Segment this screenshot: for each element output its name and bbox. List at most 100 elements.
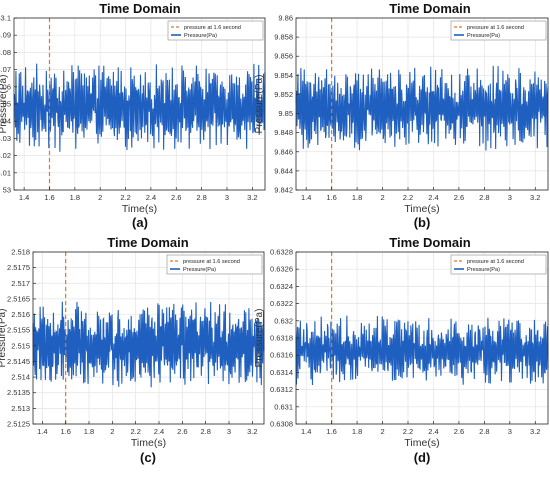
x-axis-label-3: Time(s) bbox=[404, 437, 439, 449]
y-tick-label-2-7: 2.516 bbox=[11, 310, 30, 319]
y-tick-label-3-6: 0.632 bbox=[274, 316, 293, 325]
y-tick-label-2-2: 2.5135 bbox=[7, 388, 30, 397]
x-tick-label-1-4: 2.2 bbox=[403, 193, 413, 202]
legend-label-series-2: Pressure(Pa) bbox=[183, 267, 216, 273]
y-tick-label-3-5: 0.6318 bbox=[270, 334, 293, 343]
x-tick-label-2-5: 2.4 bbox=[154, 427, 164, 436]
x-tick-label-0-7: 2.8 bbox=[196, 193, 206, 202]
x-tick-label-3-5: 2.4 bbox=[428, 427, 438, 436]
y-tick-label-3-3: 0.6314 bbox=[270, 368, 293, 377]
x-tick-label-1-1: 1.6 bbox=[326, 193, 336, 202]
y-tick-label-0-1: 53.01 bbox=[0, 168, 11, 177]
y-tick-label-0-5: 53.05 bbox=[0, 100, 11, 109]
y-tick-label-3-2: 0.6312 bbox=[270, 385, 293, 394]
y-tick-label-0-4: 53.04 bbox=[0, 117, 11, 126]
panel-label-2: (c) bbox=[140, 450, 156, 465]
legend-label-marker-1: pressure at 1.6 second bbox=[467, 25, 524, 31]
y-tick-label-1-6: 9.854 bbox=[274, 71, 293, 80]
y-tick-label-0-3: 53.03 bbox=[0, 134, 11, 143]
y-tick-label-1-9: 9.86 bbox=[278, 14, 293, 23]
x-tick-label-0-0: 1.4 bbox=[19, 193, 29, 202]
x-tick-label-2-7: 2.8 bbox=[200, 427, 210, 436]
y-tick-label-2-9: 2.517 bbox=[11, 279, 30, 288]
x-tick-label-2-4: 2.2 bbox=[130, 427, 140, 436]
legend-label-marker-3: pressure at 1.6 second bbox=[467, 259, 524, 265]
chart-title-3: Time Domain bbox=[389, 235, 470, 250]
x-tick-label-3-9: 3.2 bbox=[530, 427, 540, 436]
chart-title-2: Time Domain bbox=[107, 235, 188, 250]
y-tick-label-2-4: 2.5145 bbox=[7, 357, 30, 366]
y-tick-label-3-8: 0.6324 bbox=[270, 282, 293, 291]
x-tick-label-0-3: 2 bbox=[98, 193, 102, 202]
x-tick-label-3-1: 1.6 bbox=[326, 427, 336, 436]
y-tick-label-2-6: 2.5155 bbox=[7, 326, 30, 335]
legend-label-series-1: Pressure(Pa) bbox=[467, 33, 500, 39]
x-tick-label-1-9: 3.2 bbox=[530, 193, 540, 202]
y-tick-label-2-0: 2.5125 bbox=[7, 420, 30, 429]
y-tick-label-1-4: 9.85 bbox=[278, 109, 293, 118]
x-tick-label-1-8: 3 bbox=[508, 193, 512, 202]
y-axis-label-1: Pressure(Pa) bbox=[254, 75, 265, 134]
y-tick-label-0-7: 53.07 bbox=[0, 65, 11, 74]
y-tick-label-1-5: 9.852 bbox=[274, 90, 293, 99]
legend-label-series-0: Pressure(Pa) bbox=[184, 33, 217, 39]
y-tick-label-1-8: 9.858 bbox=[274, 33, 293, 42]
x-tick-label-3-6: 2.6 bbox=[454, 427, 464, 436]
x-tick-label-3-4: 2.2 bbox=[403, 427, 413, 436]
y-tick-label-2-1: 2.513 bbox=[11, 404, 30, 413]
x-axis-label-2: Time(s) bbox=[131, 437, 166, 449]
y-tick-label-1-7: 9.856 bbox=[274, 52, 293, 61]
x-tick-label-2-8: 3 bbox=[227, 427, 231, 436]
legend-box-2 bbox=[166, 254, 263, 275]
y-tick-label-0-6: 53.06 bbox=[0, 82, 11, 91]
x-tick-label-3-7: 2.8 bbox=[479, 427, 489, 436]
x-tick-label-0-9: 3.2 bbox=[247, 193, 257, 202]
y-tick-label-0-2: 53.02 bbox=[0, 151, 11, 160]
x-tick-label-3-3: 2 bbox=[380, 427, 384, 436]
x-tick-label-2-1: 1.6 bbox=[60, 427, 70, 436]
x-tick-label-1-0: 1.4 bbox=[301, 193, 311, 202]
panel-label-0: (a) bbox=[132, 215, 148, 230]
series-line-0 bbox=[13, 63, 266, 152]
y-tick-label-2-5: 2.515 bbox=[11, 341, 30, 350]
legend-box-0 bbox=[167, 20, 264, 41]
x-tick-label-1-3: 2 bbox=[380, 193, 384, 202]
y-axis-label-3: Pressure(Pa) bbox=[254, 309, 265, 368]
y-tick-label-2-8: 2.5165 bbox=[7, 294, 30, 303]
panel-label-3: (d) bbox=[414, 450, 431, 465]
x-tick-label-1-2: 1.8 bbox=[352, 193, 362, 202]
y-tick-label-1-3: 9.848 bbox=[274, 128, 293, 137]
y-tick-label-1-2: 9.846 bbox=[274, 147, 293, 156]
x-axis-label-1: Time(s) bbox=[404, 203, 439, 215]
x-tick-label-0-2: 1.8 bbox=[70, 193, 80, 202]
y-tick-label-1-0: 9.842 bbox=[274, 186, 293, 195]
series-line-1 bbox=[295, 65, 549, 151]
x-tick-label-1-5: 2.4 bbox=[428, 193, 438, 202]
y-tick-label-3-9: 0.6326 bbox=[270, 265, 293, 274]
y-tick-label-3-4: 0.6316 bbox=[270, 351, 293, 360]
legend-label-marker-2: pressure at 1.6 second bbox=[183, 259, 240, 265]
y-tick-label-3-7: 0.6322 bbox=[270, 299, 293, 308]
y-tick-label-0-9: 53.09 bbox=[0, 31, 11, 40]
y-axis-label-2: Pressure(Pa) bbox=[0, 309, 8, 368]
x-tick-label-2-9: 3.2 bbox=[247, 427, 257, 436]
x-tick-label-1-7: 2.8 bbox=[479, 193, 489, 202]
x-tick-label-2-3: 2 bbox=[110, 427, 114, 436]
x-tick-label-0-4: 2.2 bbox=[120, 193, 130, 202]
x-axis-label-0: Time(s) bbox=[122, 203, 157, 215]
x-tick-label-3-2: 1.8 bbox=[352, 427, 362, 436]
y-tick-label-1-1: 9.844 bbox=[274, 166, 293, 175]
y-tick-label-0-10: 53.1 bbox=[0, 14, 11, 23]
y-tick-label-0-8: 53.08 bbox=[0, 48, 11, 57]
x-tick-label-3-0: 1.4 bbox=[301, 427, 311, 436]
y-tick-label-3-0: 0.6308 bbox=[270, 420, 293, 429]
x-tick-label-0-6: 2.6 bbox=[171, 193, 181, 202]
x-tick-label-0-8: 3 bbox=[225, 193, 229, 202]
chart-title-1: Time Domain bbox=[389, 1, 470, 16]
axes-frame-1 bbox=[295, 17, 549, 191]
legend-box-3 bbox=[450, 254, 547, 275]
x-tick-label-2-0: 1.4 bbox=[37, 427, 47, 436]
y-tick-label-3-1: 0.631 bbox=[274, 402, 293, 411]
